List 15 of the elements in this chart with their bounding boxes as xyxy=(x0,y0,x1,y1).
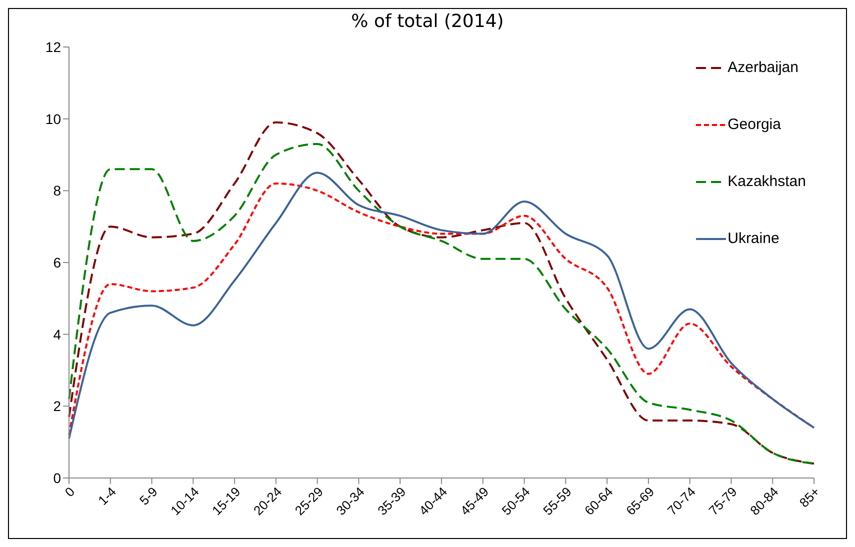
x-tick-label: 85+ xyxy=(796,484,823,510)
y-tick-label: 0 xyxy=(53,470,62,486)
chart-title: % of total (2014) xyxy=(350,11,505,32)
y-tick-label: 2 xyxy=(53,398,62,414)
x-tick-label: 5-9 xyxy=(136,484,160,508)
y-tick-label: 6 xyxy=(53,254,62,270)
y-tick-label: 4 xyxy=(53,326,62,342)
y-tick-label: 12 xyxy=(45,38,62,55)
y-tick-label: 8 xyxy=(53,182,62,199)
legend-label: Kazakhstan xyxy=(728,173,806,190)
y-tick-label: 10 xyxy=(45,110,62,127)
x-tick-label: 1-4 xyxy=(95,484,120,508)
legend-label: Azerbaijan xyxy=(728,59,798,76)
legend-label: Georgia xyxy=(728,116,781,133)
legend-label: Ukraine xyxy=(728,230,780,247)
